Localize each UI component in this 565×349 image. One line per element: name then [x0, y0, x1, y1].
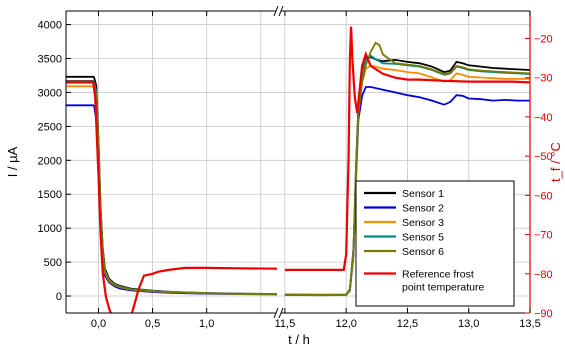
y2-tick-label: −30 [534, 73, 553, 85]
y-tick-label: 3000 [38, 87, 62, 99]
x-tick-label: 11,5 [275, 318, 296, 330]
data-series [66, 26, 530, 313]
legend-box [355, 180, 515, 307]
y-tick-label: 0 [56, 291, 62, 303]
y-tick-label: 3500 [38, 54, 62, 66]
y-tick-label: 2500 [38, 121, 62, 133]
axes [65, 10, 531, 314]
series-reference-frost-point-temperature-line [66, 80, 113, 313]
y-tick-label: 1500 [38, 189, 62, 201]
legend-label: Reference frost [402, 269, 474, 281]
axis-breaks [273, 5, 284, 319]
y-tick-label: 500 [44, 257, 62, 269]
axis-break-gap [276, 307, 281, 319]
y2-tick-label: −60 [534, 190, 553, 202]
y2-tick-label: −90 [534, 308, 553, 320]
x-tick-label: 13,5 [519, 318, 540, 330]
legend: Sensor 1 Sensor 2 Sensor 3 Sensor 5 Sensor 6… [355, 180, 515, 307]
y2-tick-label: −40 [534, 112, 553, 124]
y-tick-label: 1000 [38, 223, 62, 235]
y-axis-label: I / µA [5, 146, 20, 177]
series-reference-frost-point-temperature-line [284, 26, 530, 271]
series-reference-frost-point-temperature-line [130, 266, 277, 313]
y2-axis-label: t_f / °C [548, 142, 563, 182]
x-axis-label: t / h [288, 332, 310, 347]
legend-label: Sensor 3 [402, 217, 444, 229]
legend-label: Sensor 2 [402, 203, 444, 215]
y-tick-label: 4000 [38, 20, 62, 32]
legend-label: Sensor 6 [402, 246, 444, 258]
ticks: 0,0 0,5 1,0 11,5 12,0 12,5 13,0 13,5 0 500 1000 150… [38, 11, 553, 330]
x-tick-label: 13,0 [458, 318, 479, 330]
y-tick-label: 2000 [38, 155, 62, 167]
x-tick-label: 0,0 [91, 318, 106, 330]
x-tick-label: 12,0 [335, 318, 356, 330]
x-tick-label: 0,5 [145, 318, 160, 330]
axis-labels: I / µA t / h t_f / °C [5, 142, 563, 347]
y2-tick-label: −20 [534, 33, 553, 45]
series-sensor-6-line [66, 82, 277, 295]
x-tick-label: 1,0 [199, 318, 214, 330]
axis-break-gap [276, 5, 281, 17]
y2-tick-label: −80 [534, 269, 553, 281]
axis-break-mark [273, 5, 279, 17]
series-sensor-6-line [284, 41, 530, 296]
legend-label: Sensor 1 [402, 188, 444, 200]
legend-label: point temperature [402, 282, 484, 294]
legend-label: Sensor 5 [402, 232, 444, 244]
x-tick-label: 12,5 [397, 318, 418, 330]
axis-break-mark [278, 307, 284, 319]
axis-break-mark [273, 307, 279, 319]
y2-tick-label: −70 [534, 230, 553, 242]
y2-tick-label: −50 [534, 151, 553, 163]
axis-break-mark [278, 5, 284, 17]
